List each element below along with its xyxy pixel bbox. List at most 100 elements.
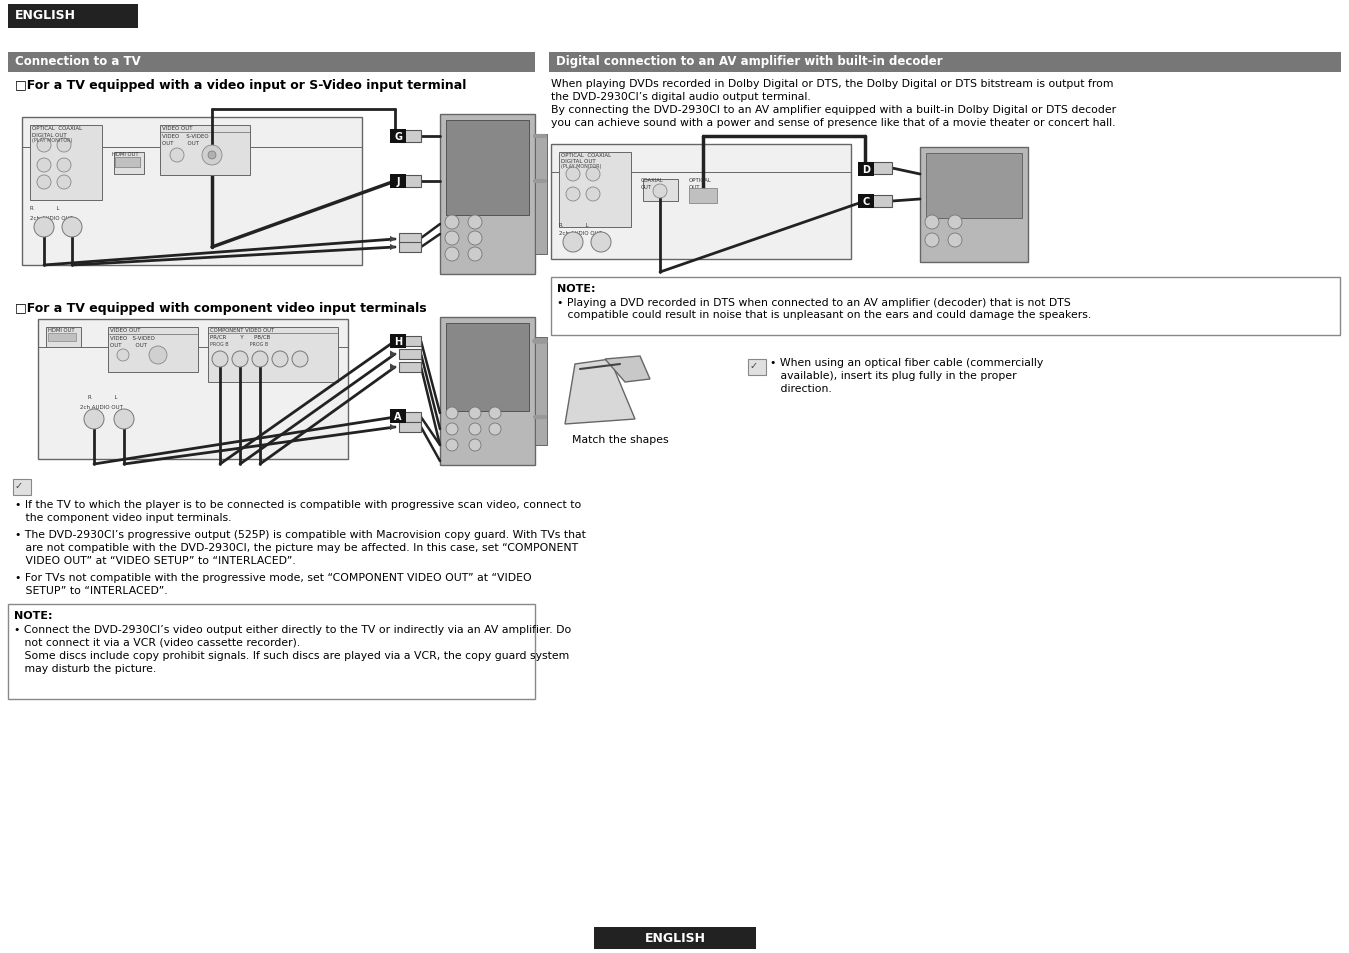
Circle shape <box>212 352 228 368</box>
Circle shape <box>925 233 939 248</box>
Bar <box>13 479 31 496</box>
Bar <box>8 53 536 73</box>
Text: (PLAY MONITOR): (PLAY MONITOR) <box>561 164 602 169</box>
Circle shape <box>468 215 482 230</box>
Text: • Playing a DVD recorded in DTS when connected to an AV amplifier (decoder) that: • Playing a DVD recorded in DTS when con… <box>557 297 1071 308</box>
Text: compatible could result in noise that is unpleasant on the ears and could damage: compatible could result in noise that is… <box>557 310 1091 319</box>
Text: OPTICAL: OPTICAL <box>689 178 712 183</box>
Bar <box>115 158 140 168</box>
Circle shape <box>468 232 482 246</box>
Circle shape <box>488 423 500 436</box>
Bar <box>858 163 874 177</box>
Bar <box>447 324 529 412</box>
Bar <box>22 118 362 266</box>
Circle shape <box>232 352 248 368</box>
Text: R             L: R L <box>30 206 59 211</box>
Bar <box>549 53 1341 73</box>
Circle shape <box>591 233 611 253</box>
Circle shape <box>148 347 167 365</box>
Polygon shape <box>390 338 397 345</box>
Text: COAXIAL: COAXIAL <box>641 178 664 183</box>
Circle shape <box>57 175 71 190</box>
Bar <box>643 180 679 202</box>
Text: • If the TV to which the player is to be connected is compatible with progressiv: • If the TV to which the player is to be… <box>15 499 581 510</box>
Bar <box>399 336 421 347</box>
Circle shape <box>252 352 268 368</box>
Bar <box>536 135 546 254</box>
Circle shape <box>567 188 580 202</box>
Polygon shape <box>390 132 397 141</box>
Circle shape <box>34 218 54 237</box>
Text: By connecting the DVD-2930CI to an AV amplifier equipped with a built-in Dolby D: By connecting the DVD-2930CI to an AV am… <box>550 105 1116 115</box>
Text: Digital connection to an AV amplifier with built-in decoder: Digital connection to an AV amplifier wi… <box>556 55 943 68</box>
Text: not connect it via a VCR (video cassette recorder).: not connect it via a VCR (video cassette… <box>13 638 301 647</box>
Circle shape <box>291 352 308 368</box>
Circle shape <box>115 410 134 430</box>
Bar <box>8 5 138 29</box>
Text: G: G <box>394 132 402 142</box>
Text: • When using an optical fiber cable (commercially: • When using an optical fiber cable (com… <box>770 357 1043 368</box>
Text: Some discs include copy prohibit signals. If such discs are played via a VCR, th: Some discs include copy prohibit signals… <box>13 650 569 660</box>
Text: COMPONENT VIDEO OUT: COMPONENT VIDEO OUT <box>210 328 274 333</box>
Circle shape <box>447 423 459 436</box>
Polygon shape <box>565 359 635 424</box>
Text: PROG B              PROG B: PROG B PROG B <box>210 341 268 347</box>
Text: VIDEO   S-VIDEO: VIDEO S-VIDEO <box>111 335 155 340</box>
Bar <box>867 195 892 208</box>
Text: may disturb the picture.: may disturb the picture. <box>13 663 156 673</box>
Text: D: D <box>862 165 870 174</box>
Circle shape <box>36 159 51 172</box>
Circle shape <box>36 175 51 190</box>
Bar <box>399 243 421 253</box>
Bar <box>38 319 348 459</box>
Circle shape <box>488 408 500 419</box>
Polygon shape <box>390 364 397 372</box>
Polygon shape <box>390 415 395 421</box>
Bar <box>867 163 892 174</box>
Bar <box>399 131 421 143</box>
Polygon shape <box>390 236 395 243</box>
Circle shape <box>202 146 223 166</box>
Bar <box>30 126 103 201</box>
Text: OPTICAL  COAXIAL: OPTICAL COAXIAL <box>32 126 82 131</box>
Bar <box>115 152 144 174</box>
Text: 2ch AUDIO OUT: 2ch AUDIO OUT <box>30 215 73 221</box>
Text: R             L: R L <box>88 395 117 399</box>
Bar <box>399 413 421 422</box>
Circle shape <box>208 152 216 160</box>
Text: OUT: OUT <box>641 185 652 190</box>
Bar <box>208 328 339 382</box>
Circle shape <box>447 408 459 419</box>
Text: When playing DVDs recorded in Dolby Digital or DTS, the Dolby Digital or DTS bit: When playing DVDs recorded in Dolby Digi… <box>550 79 1113 89</box>
Bar <box>536 337 546 446</box>
Polygon shape <box>604 356 650 382</box>
Text: VIDEO    S-VIDEO: VIDEO S-VIDEO <box>162 133 209 139</box>
Bar <box>440 317 536 465</box>
Text: • The DVD-2930CI’s progressive output (525P) is compatible with Macrovision copy: • The DVD-2930CI’s progressive output (5… <box>15 530 585 539</box>
Circle shape <box>469 423 482 436</box>
Circle shape <box>117 350 130 361</box>
Circle shape <box>469 439 482 452</box>
Bar <box>399 422 421 433</box>
Text: direction.: direction. <box>770 384 832 394</box>
Circle shape <box>948 233 962 248</box>
Bar <box>399 350 421 359</box>
Text: H: H <box>394 336 402 347</box>
Circle shape <box>469 408 482 419</box>
Bar <box>550 145 851 260</box>
Circle shape <box>653 185 666 199</box>
Text: A: A <box>394 412 402 421</box>
Text: VIDEO OUT” at “VIDEO SETUP” to “INTERLACED”.: VIDEO OUT” at “VIDEO SETUP” to “INTERLAC… <box>15 556 295 565</box>
Polygon shape <box>390 178 397 186</box>
Text: □For a TV equipped with component video input terminals: □For a TV equipped with component video … <box>15 302 426 314</box>
Text: □For a TV equipped with a video input or S-Video input terminal: □For a TV equipped with a video input or… <box>15 79 467 91</box>
Bar <box>447 121 529 215</box>
Text: you can achieve sound with a power and sense of presence like that of a movie th: you can achieve sound with a power and s… <box>550 118 1116 128</box>
Text: 2ch AUDIO OUT: 2ch AUDIO OUT <box>80 405 123 410</box>
Polygon shape <box>390 424 395 431</box>
Bar <box>440 115 536 274</box>
Text: PR/CR        Y      PB/CB: PR/CR Y PB/CB <box>210 335 270 339</box>
Text: OPTICAL  COAXIAL: OPTICAL COAXIAL <box>561 152 611 158</box>
Bar <box>46 328 81 348</box>
Bar <box>689 189 718 204</box>
